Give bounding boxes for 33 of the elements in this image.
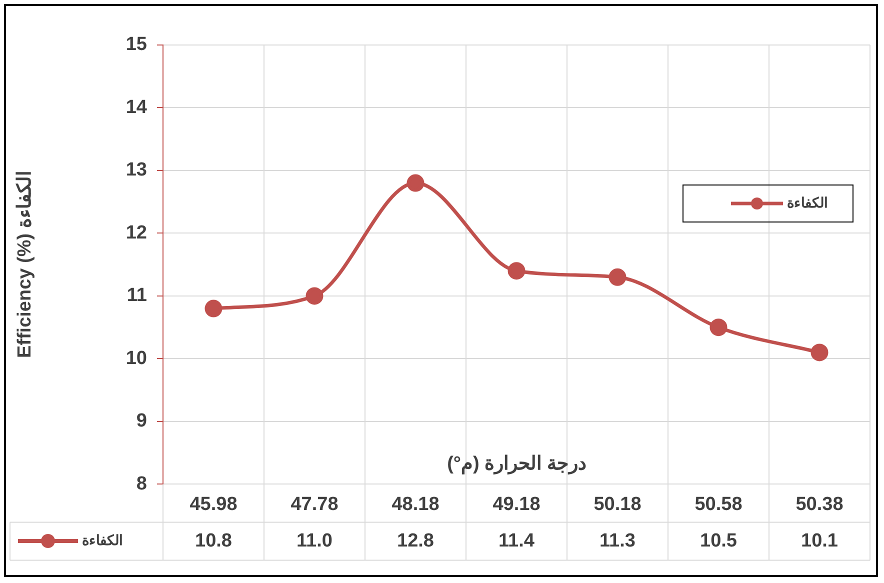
x-tick-label: 50.18 <box>594 494 642 515</box>
y-tick-label: 8 <box>136 473 147 494</box>
x-tick-label: 50.38 <box>796 494 844 515</box>
x-tick-label: 48.18 <box>392 494 440 515</box>
x-tick-label: 45.98 <box>190 494 238 515</box>
text: الكفاءة <box>82 532 123 548</box>
y-tick-label: 12 <box>126 222 147 244</box>
data-label: 10.1 <box>801 530 838 552</box>
x-tick-label: 47.78 <box>290 494 338 515</box>
legend-label: الكفاءة <box>787 194 828 210</box>
data-label: 11.3 <box>600 530 636 552</box>
x-tick-label: 50.58 <box>694 494 742 515</box>
x-tick-label: 49.18 <box>492 494 540 515</box>
point <box>306 287 324 305</box>
point <box>608 268 626 286</box>
y-tick-label: 15 <box>126 34 148 56</box>
data-label: 11.4 <box>498 530 535 552</box>
point <box>508 262 526 280</box>
y-tick-label: 10 <box>126 348 147 369</box>
data-label: 10.5 <box>700 530 738 552</box>
y-tick-label: 9 <box>136 410 147 432</box>
y-tick-label: 11 <box>126 285 148 306</box>
y-axis-title: Efficiency (%) الكفاءة <box>14 171 36 358</box>
point <box>406 174 424 192</box>
point <box>710 318 728 336</box>
point <box>810 344 828 362</box>
y-tick-label: 14 <box>126 96 148 118</box>
x-axis-title: درجة الحرارة (م°) <box>447 453 586 474</box>
point <box>204 300 222 318</box>
data-label: 12.8 <box>397 530 434 552</box>
data-label: 10.8 <box>195 530 232 552</box>
y-tick-label: 13 <box>126 160 147 181</box>
data-label: 11.0 <box>296 530 332 552</box>
